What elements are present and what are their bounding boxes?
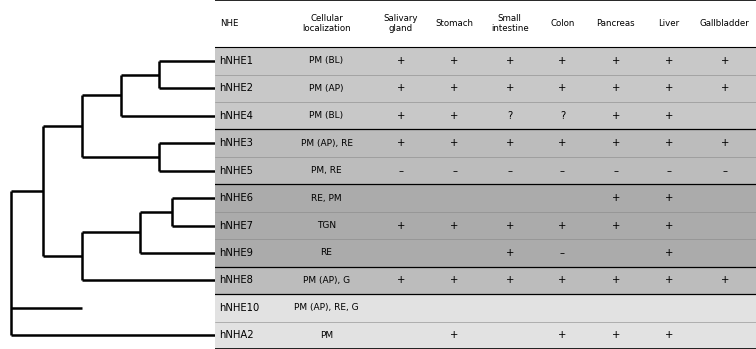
Text: ?: ?: [560, 111, 565, 121]
Text: hNHE5: hNHE5: [218, 166, 253, 176]
Text: Cellular
localization: Cellular localization: [302, 14, 351, 33]
Text: ?: ?: [507, 111, 513, 121]
Text: +: +: [451, 111, 459, 121]
Text: PM (BL): PM (BL): [309, 56, 343, 65]
Text: PM, RE: PM, RE: [311, 166, 342, 175]
Text: +: +: [612, 193, 620, 203]
Text: +: +: [665, 138, 674, 148]
Text: Colon: Colon: [550, 19, 575, 28]
Text: –: –: [613, 166, 618, 176]
Text: +: +: [612, 330, 620, 340]
Text: +: +: [558, 275, 567, 285]
Text: +: +: [612, 221, 620, 230]
Text: hNHA2: hNHA2: [218, 330, 253, 340]
Text: +: +: [506, 275, 514, 285]
Text: +: +: [612, 83, 620, 93]
Text: PM: PM: [320, 331, 333, 340]
Text: +: +: [451, 138, 459, 148]
Text: +: +: [665, 83, 674, 93]
Text: hNHE8: hNHE8: [218, 275, 253, 285]
Text: TGN: TGN: [317, 221, 336, 230]
Text: +: +: [665, 193, 674, 203]
Text: +: +: [720, 83, 729, 93]
Text: +: +: [451, 275, 459, 285]
Text: +: +: [558, 221, 567, 230]
Bar: [215, 294, 756, 321]
Text: PM (BL): PM (BL): [309, 111, 343, 120]
Text: +: +: [720, 275, 729, 285]
Text: +: +: [558, 56, 567, 66]
Bar: [215, 212, 756, 239]
Text: +: +: [397, 83, 405, 93]
Text: Pancreas: Pancreas: [596, 19, 635, 28]
Text: hNHE1: hNHE1: [218, 56, 253, 66]
Text: +: +: [397, 221, 405, 230]
Text: +: +: [612, 111, 620, 121]
Text: +: +: [612, 138, 620, 148]
Text: +: +: [451, 56, 459, 66]
Text: +: +: [665, 221, 674, 230]
Text: +: +: [506, 83, 514, 93]
Bar: [215, 102, 756, 129]
Text: NHE: NHE: [220, 19, 238, 28]
Text: –: –: [398, 166, 404, 176]
Bar: [215, 267, 756, 294]
Text: +: +: [506, 248, 514, 258]
Text: hNHE9: hNHE9: [218, 248, 253, 258]
Text: –: –: [507, 166, 512, 176]
Text: –: –: [560, 166, 565, 176]
Text: –: –: [667, 166, 671, 176]
Text: –: –: [722, 166, 727, 176]
Bar: [215, 157, 756, 184]
Text: Gallbladder: Gallbladder: [700, 19, 750, 28]
Bar: [215, 0, 756, 47]
Text: +: +: [558, 330, 567, 340]
Text: RE: RE: [321, 248, 333, 258]
Text: PM (AP), RE: PM (AP), RE: [301, 139, 352, 148]
Bar: [215, 129, 756, 157]
Text: hNHE4: hNHE4: [218, 111, 253, 121]
Text: +: +: [720, 138, 729, 148]
Text: +: +: [397, 111, 405, 121]
Text: +: +: [558, 83, 567, 93]
Text: +: +: [397, 138, 405, 148]
Text: hNHE7: hNHE7: [218, 221, 253, 230]
Text: +: +: [665, 248, 674, 258]
Text: hNHE3: hNHE3: [218, 138, 253, 148]
Text: PM (AP), RE, G: PM (AP), RE, G: [294, 303, 359, 312]
Text: +: +: [665, 330, 674, 340]
Text: +: +: [451, 330, 459, 340]
Bar: [215, 321, 756, 349]
Text: +: +: [612, 56, 620, 66]
Text: +: +: [506, 221, 514, 230]
Text: hNHE6: hNHE6: [218, 193, 253, 203]
Bar: [215, 47, 756, 75]
Text: +: +: [451, 221, 459, 230]
Text: hNHE2: hNHE2: [218, 83, 253, 93]
Text: Salivary
gland: Salivary gland: [384, 14, 418, 33]
Text: PM (AP), G: PM (AP), G: [303, 276, 350, 285]
Text: RE, PM: RE, PM: [311, 194, 342, 202]
Bar: [215, 75, 756, 102]
Text: +: +: [612, 275, 620, 285]
Bar: [215, 184, 756, 212]
Text: hNHE10: hNHE10: [218, 303, 259, 313]
Text: +: +: [558, 138, 567, 148]
Text: +: +: [665, 275, 674, 285]
Text: +: +: [506, 56, 514, 66]
Text: PM (AP): PM (AP): [309, 84, 344, 93]
Bar: [215, 239, 756, 267]
Text: +: +: [397, 56, 405, 66]
Text: +: +: [397, 275, 405, 285]
Text: +: +: [665, 111, 674, 121]
Text: +: +: [451, 83, 459, 93]
Text: +: +: [665, 56, 674, 66]
Text: –: –: [560, 248, 565, 258]
Text: Liver: Liver: [658, 19, 680, 28]
Text: Stomach: Stomach: [435, 19, 473, 28]
Text: –: –: [452, 166, 457, 176]
Text: +: +: [720, 56, 729, 66]
Text: +: +: [506, 138, 514, 148]
Text: Small
intestine: Small intestine: [491, 14, 528, 33]
